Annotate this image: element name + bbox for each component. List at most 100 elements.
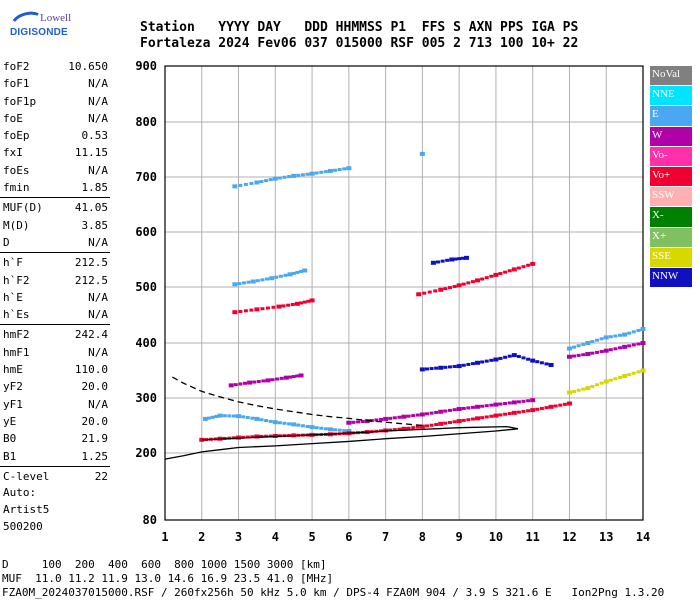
- param-row-fof2: foF2 10.650: [0, 58, 112, 75]
- echo-point: [236, 414, 242, 419]
- echo-point: [232, 184, 238, 189]
- echo-point: [245, 435, 250, 439]
- echo-point: [627, 373, 632, 377]
- echo-point: [566, 401, 572, 406]
- echo-point: [453, 257, 458, 261]
- echo-point: [470, 405, 475, 409]
- echo-point: [452, 365, 457, 369]
- legend-item-noval: NoVal: [650, 66, 692, 86]
- echo-point: [411, 426, 416, 430]
- echo-point: [278, 274, 283, 278]
- echo-point: [456, 283, 462, 288]
- param-label: M(D): [3, 218, 30, 232]
- echo-point: [305, 172, 310, 176]
- echo-point: [590, 351, 595, 355]
- profile-solid-line: [164, 425, 519, 460]
- x-tick-label: 1: [161, 530, 168, 544]
- x-tick-label: 13: [599, 530, 613, 544]
- echo-point: [566, 390, 572, 395]
- echo-point: [296, 173, 301, 177]
- echo-point: [397, 415, 402, 419]
- echo-point: [530, 398, 536, 403]
- legend-item-nne: NNE: [650, 86, 692, 106]
- echo-point: [484, 404, 489, 408]
- echo-point: [415, 413, 420, 417]
- echo-point: [270, 378, 275, 382]
- echo-point: [314, 171, 319, 175]
- legend-item-sse: SSE: [650, 247, 692, 267]
- echo-point: [613, 334, 618, 338]
- echo-point: [447, 365, 452, 369]
- param-value: N/A: [88, 345, 108, 359]
- echo-point: [388, 416, 393, 420]
- echo-point: [631, 330, 636, 334]
- echo-point: [272, 420, 278, 425]
- x-tick-label: 14: [636, 530, 650, 544]
- echo-point: [260, 278, 265, 282]
- echo-point: [526, 357, 531, 361]
- echo-point: [613, 347, 618, 351]
- param-value: N/A: [88, 235, 108, 249]
- echo-point: [438, 421, 444, 426]
- echo-point: [438, 287, 444, 292]
- echo-point: [576, 353, 581, 357]
- echo-point: [581, 387, 586, 391]
- echo-point: [631, 343, 636, 347]
- echo-point: [466, 281, 471, 285]
- echo-point: [447, 408, 452, 412]
- echo-point: [356, 420, 361, 424]
- echo-point: [430, 260, 436, 265]
- param-row-clevel: C-level 22: [0, 468, 112, 485]
- echo-point: [498, 356, 503, 360]
- echo-point: [434, 366, 439, 370]
- echo-point: [489, 358, 494, 362]
- echo-point: [265, 277, 270, 281]
- x-tick-label: 9: [456, 530, 463, 544]
- echo-point: [443, 365, 448, 369]
- echo-point: [360, 420, 365, 424]
- param-row-hme: hmE 110.0: [0, 361, 112, 378]
- echo-point: [245, 416, 250, 420]
- echo-point: [286, 303, 291, 307]
- param-value: 22: [94, 469, 108, 483]
- echo-point: [319, 170, 324, 174]
- echo-point: [419, 367, 425, 372]
- y-tick-label: 500: [135, 280, 157, 294]
- x-tick-label: 11: [525, 530, 539, 544]
- echo-point: [290, 303, 295, 306]
- echo-point: [295, 270, 300, 274]
- param-label: h`Es: [3, 308, 30, 322]
- echo-point: [242, 281, 247, 285]
- echo-point: [346, 420, 352, 425]
- echo-point: [595, 350, 600, 354]
- echo-point: [233, 383, 238, 387]
- echo-point: [452, 284, 457, 288]
- scaled-parameters-panel: foF2 10.650 foF1 N/A foF1p N/A foE N/A foEp 0.53 f…: [0, 58, 112, 485]
- echo-point: [608, 335, 613, 339]
- param-divider: [0, 465, 110, 467]
- param-label: fxI: [3, 146, 23, 160]
- echo-point: [392, 416, 397, 420]
- echo-point: [576, 388, 581, 392]
- echo-point: [388, 428, 393, 432]
- echo-point: [383, 416, 389, 421]
- echo-point: [283, 375, 289, 380]
- echo-point: [603, 348, 609, 353]
- y-tick-label: 600: [135, 225, 157, 239]
- echo-point: [521, 356, 526, 360]
- echo-point: [503, 402, 508, 405]
- echo-point: [406, 426, 411, 430]
- echo-point: [493, 357, 499, 362]
- echo-point: [466, 362, 471, 366]
- legend-item-x: X-: [650, 207, 692, 227]
- y-tick-label: 900: [135, 59, 157, 73]
- echo-point: [622, 374, 628, 378]
- echo-point: [401, 414, 407, 419]
- echo-point: [300, 173, 305, 177]
- echo-point: [202, 416, 208, 421]
- echo-point: [608, 348, 613, 352]
- echo-point: [548, 363, 554, 367]
- param-value: 1.25: [81, 449, 109, 463]
- echo-point: [498, 272, 503, 276]
- echo-point: [333, 428, 338, 432]
